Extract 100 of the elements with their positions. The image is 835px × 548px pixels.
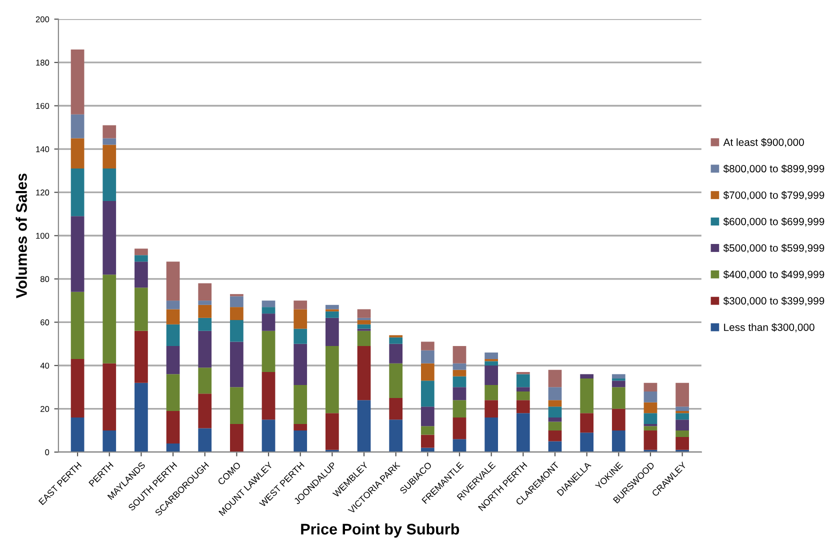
bar bbox=[70, 292, 84, 360]
y-tick-label: 0 bbox=[45, 449, 50, 456]
bar bbox=[644, 382, 658, 392]
bar bbox=[548, 430, 562, 442]
bar bbox=[294, 344, 308, 385]
bar bbox=[420, 363, 434, 381]
bar bbox=[357, 318, 371, 320]
bar bbox=[262, 300, 276, 308]
bar bbox=[134, 382, 148, 452]
bar bbox=[198, 300, 212, 305]
bar bbox=[230, 424, 244, 452]
bar bbox=[452, 376, 466, 388]
bar bbox=[516, 413, 530, 452]
bar bbox=[230, 307, 244, 320]
bar bbox=[389, 420, 403, 452]
bar bbox=[262, 314, 276, 331]
bar bbox=[70, 359, 84, 418]
y-tick-label: 60 bbox=[40, 319, 50, 326]
bar bbox=[516, 400, 530, 414]
bar bbox=[612, 374, 626, 379]
bar bbox=[644, 402, 658, 414]
y-tick-label: 20 bbox=[40, 406, 50, 412]
bar bbox=[420, 406, 434, 426]
bar bbox=[676, 410, 689, 414]
legend-label: $700,000 to $799,999 bbox=[723, 191, 824, 200]
legend-label: $600,000 to $699,999 bbox=[723, 217, 824, 226]
bar bbox=[325, 304, 339, 310]
bar bbox=[676, 382, 689, 407]
bar bbox=[102, 144, 116, 169]
bar bbox=[484, 366, 498, 385]
bar bbox=[452, 363, 466, 370]
bar bbox=[357, 324, 371, 329]
bar bbox=[166, 410, 180, 444]
bar bbox=[70, 49, 84, 114]
bar bbox=[644, 430, 658, 450]
bar bbox=[548, 417, 562, 422]
bar bbox=[452, 387, 466, 400]
bar bbox=[389, 344, 403, 364]
y-tick-label: 200 bbox=[36, 16, 50, 22]
bar bbox=[166, 300, 180, 310]
bar bbox=[70, 168, 84, 216]
bar bbox=[294, 300, 308, 310]
bar bbox=[452, 417, 466, 440]
bar bbox=[548, 400, 562, 407]
y-tick-label: 140 bbox=[36, 146, 50, 152]
bar bbox=[484, 352, 498, 360]
bar bbox=[676, 406, 689, 411]
bar bbox=[166, 374, 180, 411]
bar bbox=[644, 424, 658, 426]
bar bbox=[166, 309, 180, 324]
bar bbox=[294, 328, 308, 344]
bar bbox=[676, 420, 689, 430]
bar bbox=[70, 417, 84, 452]
bar bbox=[166, 443, 180, 452]
bar bbox=[294, 424, 308, 430]
bar bbox=[612, 408, 626, 430]
bar bbox=[420, 350, 434, 364]
bar bbox=[102, 125, 116, 138]
bar bbox=[676, 413, 689, 420]
bar bbox=[230, 387, 244, 424]
bar bbox=[357, 346, 371, 400]
bar bbox=[580, 432, 594, 452]
bar bbox=[70, 114, 84, 138]
legend-label: At least $900,000 bbox=[723, 138, 804, 148]
bar bbox=[70, 138, 84, 169]
bar bbox=[580, 413, 594, 433]
y-tick-label: 100 bbox=[36, 232, 50, 239]
bar bbox=[516, 387, 530, 392]
bar bbox=[548, 441, 562, 452]
bar bbox=[262, 307, 276, 314]
bar bbox=[644, 413, 658, 424]
bar bbox=[102, 168, 116, 202]
bar bbox=[325, 346, 339, 414]
y-tick-label: 40 bbox=[40, 362, 50, 369]
bar bbox=[230, 296, 244, 308]
bar bbox=[420, 342, 434, 350]
bar bbox=[484, 384, 498, 400]
bar bbox=[644, 391, 658, 402]
bar bbox=[516, 374, 530, 388]
bar bbox=[612, 387, 626, 409]
bar bbox=[102, 201, 116, 275]
bar bbox=[420, 426, 434, 435]
x-axis-title: Price Point by Suburb bbox=[301, 523, 460, 538]
bar bbox=[325, 318, 339, 346]
bar bbox=[134, 288, 148, 331]
bar bbox=[325, 413, 339, 450]
bar bbox=[452, 370, 466, 376]
bar bbox=[166, 262, 180, 301]
bar bbox=[134, 330, 148, 383]
bar bbox=[262, 420, 276, 452]
bar bbox=[484, 400, 498, 418]
bar bbox=[357, 400, 371, 452]
bar bbox=[644, 426, 658, 430]
bar bbox=[102, 138, 116, 145]
bar bbox=[262, 330, 276, 372]
bar bbox=[420, 434, 434, 448]
bar bbox=[357, 330, 371, 346]
y-tick-label: 160 bbox=[36, 102, 50, 109]
bar bbox=[548, 387, 562, 400]
bar bbox=[516, 391, 530, 400]
